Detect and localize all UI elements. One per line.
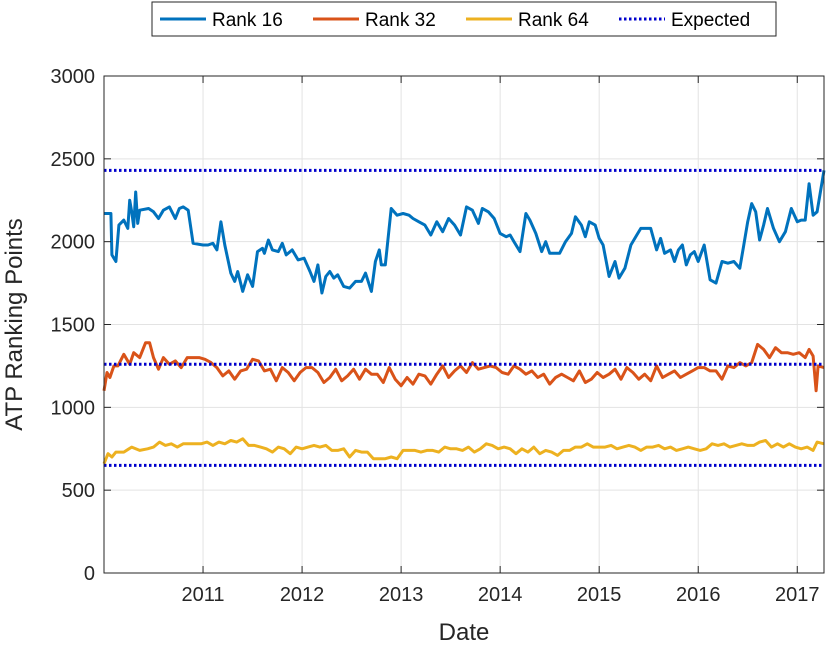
x-axis-label: Date: [439, 619, 490, 645]
x-tick-label: 2014: [478, 584, 523, 606]
y-tick-label: 1000: [51, 397, 96, 419]
y-axis-label: ATP Ranking Points: [1, 218, 28, 431]
y-tick-label: 1500: [51, 315, 96, 337]
tick-labels: 0 500 1000 1500 2000 2500 3000 2011 2012 2013 2014…: [51, 66, 824, 606]
legend-label-rank-16: Rank 16: [212, 10, 283, 31]
x-tick-label: 2013: [379, 584, 424, 606]
legend: Rank 16 Rank 32 Rank 64 Expected: [151, 1, 777, 37]
y-tick-label: 2500: [51, 149, 96, 171]
x-tick-label: 2012: [280, 584, 325, 606]
y-tick-label: 3000: [51, 66, 96, 88]
legend-label-expected: Expected: [671, 10, 750, 31]
x-tick-label: 2011: [182, 584, 225, 606]
legend-label-rank-64: Rank 64: [518, 10, 589, 31]
series-rank-64-line: [102, 437, 825, 465]
gridlines: [104, 75, 824, 574]
series-rank-32-line: [102, 341, 825, 393]
x-tick-label: 2017: [775, 584, 820, 606]
legend-box: [151, 1, 777, 37]
x-tick-label: 2015: [577, 584, 622, 606]
series-rank-16-line: [104, 170, 826, 295]
y-tick-label: 2000: [51, 232, 96, 254]
y-tick-label: 500: [62, 480, 95, 502]
legend-label-rank-32: Rank 32: [365, 10, 436, 31]
x-tick-label: 2016: [676, 584, 721, 606]
y-tick-label: 0: [84, 563, 95, 585]
series-layer: [102, 168, 826, 467]
